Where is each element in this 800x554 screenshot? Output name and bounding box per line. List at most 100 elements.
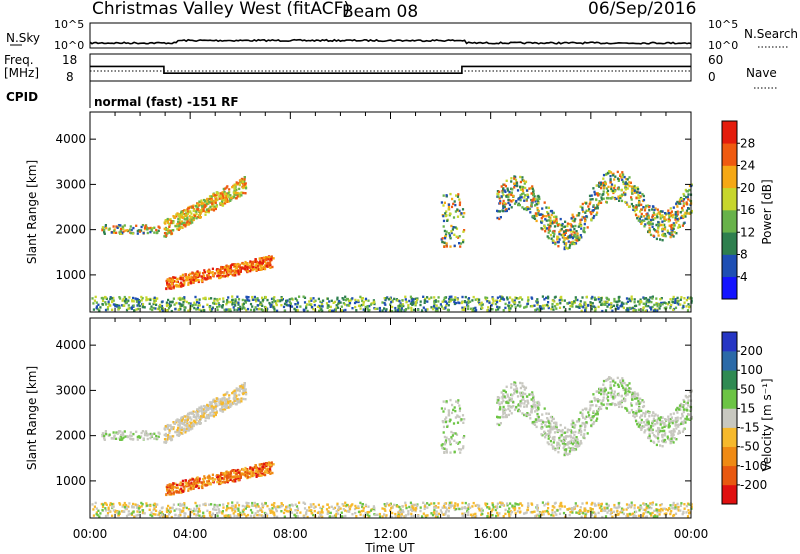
power-echo-cell bbox=[523, 199, 526, 202]
power-echo-cell bbox=[202, 208, 205, 211]
power-echo-cell bbox=[349, 299, 352, 302]
power-echo-cell bbox=[682, 204, 685, 208]
power-echo-cell bbox=[502, 206, 505, 210]
power-echo-cell bbox=[270, 255, 273, 258]
power-echo-cell bbox=[524, 207, 527, 210]
power-echo-cell bbox=[117, 224, 121, 227]
power-echo-cell bbox=[685, 305, 688, 308]
velocity-echo-cell bbox=[228, 476, 231, 479]
velocity-echo-cell bbox=[511, 504, 514, 507]
power-echo-cell bbox=[672, 222, 675, 225]
freq-panel: Freq. [MHz] 18 8 60 0 Nave bbox=[4, 53, 778, 89]
power-echo-cell bbox=[449, 245, 452, 248]
power-echo-cell bbox=[234, 263, 237, 266]
velocity-echo-cell bbox=[210, 401, 213, 404]
velocity-echo-cell bbox=[276, 515, 279, 518]
power-echo-cell bbox=[329, 305, 332, 309]
velocity-echo-cell bbox=[240, 397, 243, 400]
power-echo-cell bbox=[137, 301, 140, 304]
power-echo-cell bbox=[407, 306, 410, 309]
power-echo-cell bbox=[490, 304, 493, 307]
power-echo-cell bbox=[180, 226, 183, 229]
power-echo-cell bbox=[169, 300, 172, 304]
power-echo-cell bbox=[524, 186, 527, 190]
velocity-echo-cell bbox=[168, 424, 171, 427]
velocity-echo-cell bbox=[387, 504, 391, 507]
power-echo-cell bbox=[619, 194, 622, 198]
power-echo-cell bbox=[362, 300, 365, 304]
power-echo-cell bbox=[161, 309, 164, 312]
power-echo-cell bbox=[659, 217, 662, 220]
velocity-echo-cell bbox=[683, 503, 686, 506]
power-echo-cell bbox=[201, 205, 204, 208]
velocity-echo-cell bbox=[217, 508, 220, 511]
power-echo-cell bbox=[126, 229, 129, 232]
power-echo-cell bbox=[316, 305, 319, 308]
velocity-echo-cell bbox=[519, 510, 522, 513]
power-echo-cell bbox=[656, 305, 659, 308]
power-echo-cell bbox=[373, 300, 376, 303]
power-echo-cell bbox=[269, 259, 272, 262]
power-echo-cell bbox=[137, 303, 140, 306]
power-echo-cell bbox=[596, 207, 599, 210]
velocity-echo-cell bbox=[514, 512, 517, 515]
velocity-echo-cell bbox=[260, 469, 263, 473]
velocity-echo-cell bbox=[167, 435, 170, 438]
velocity-echo-cell bbox=[650, 514, 653, 517]
power-echo-cell bbox=[554, 305, 557, 308]
power-echo-cell bbox=[472, 295, 475, 299]
velocity-echo-cell bbox=[288, 504, 291, 507]
power-echo-cell bbox=[141, 297, 144, 300]
velocity-echo-cell bbox=[135, 430, 138, 433]
power-echo-cell bbox=[472, 307, 475, 310]
power-echo-cell bbox=[558, 306, 562, 309]
power-echo-cell bbox=[228, 309, 231, 312]
velocity-echo-cell bbox=[159, 511, 162, 514]
velocity-echo-cell bbox=[488, 507, 491, 510]
velocity-echo-cell bbox=[364, 511, 367, 515]
power-echo-cell bbox=[519, 185, 522, 188]
velocity-echo-cell bbox=[115, 437, 118, 440]
velocity-echo-cell bbox=[366, 511, 369, 514]
power-echo-cell bbox=[683, 297, 686, 300]
power-echo-cell bbox=[188, 215, 191, 218]
velocity-echo-cell bbox=[146, 437, 149, 441]
velocity-echo-cell bbox=[221, 510, 224, 513]
power-echo-cell bbox=[602, 190, 605, 193]
power-echo-cell bbox=[322, 299, 325, 302]
power-echo-cell bbox=[208, 297, 211, 300]
power-echo-cell bbox=[677, 303, 680, 306]
power-echo-cell bbox=[206, 199, 210, 202]
power-echo-cell bbox=[558, 299, 561, 302]
power-echo-cell bbox=[262, 259, 265, 263]
velocity-echo-cell bbox=[603, 506, 606, 509]
velocity-echo-cell bbox=[244, 391, 248, 395]
power-echo-cell bbox=[648, 222, 651, 225]
velocity-echo-cell bbox=[191, 412, 194, 415]
power-echo-cell bbox=[405, 300, 408, 304]
power-echo-cell bbox=[632, 205, 635, 208]
velocity-echo-cell bbox=[280, 510, 283, 513]
power-echo-cell bbox=[192, 281, 195, 284]
velocity-echo-cell bbox=[213, 505, 216, 508]
velocity-echo-cell bbox=[125, 514, 129, 518]
velocity-echo-cell bbox=[261, 510, 264, 513]
power-echo-cell bbox=[180, 281, 183, 284]
velocity-echo-cell bbox=[637, 506, 640, 509]
power-echo-cell bbox=[207, 210, 210, 214]
velocity-echo-cell bbox=[285, 509, 288, 513]
power-echo-cell bbox=[193, 275, 196, 278]
power-echo-cell bbox=[249, 261, 252, 264]
power-echo-cell bbox=[199, 216, 202, 219]
velocity-echo-cell bbox=[172, 427, 175, 431]
power-echo-cell bbox=[678, 200, 681, 203]
velocity-echo-cell bbox=[214, 407, 217, 411]
power-echo-cell bbox=[547, 212, 550, 215]
velocity-echo-cell bbox=[409, 508, 412, 511]
power-echo-cell bbox=[625, 201, 628, 204]
velocity-echo-cell bbox=[203, 477, 206, 480]
colorbar-swatch bbox=[722, 143, 737, 166]
velocity-echo-cell bbox=[308, 506, 311, 509]
power-echo-cell bbox=[104, 308, 108, 312]
velocity-echo-cell bbox=[174, 430, 177, 434]
